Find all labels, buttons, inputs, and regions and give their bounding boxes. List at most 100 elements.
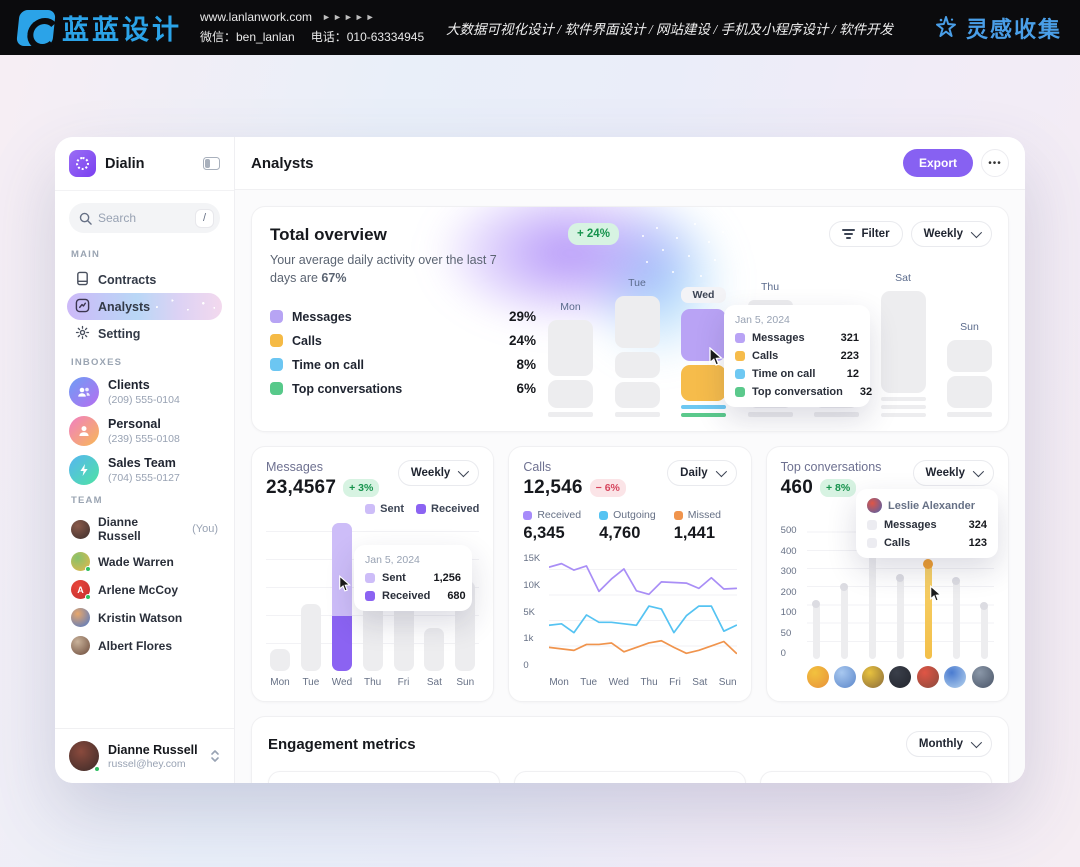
messages-period-dropdown[interactable]: Weekly xyxy=(397,460,480,486)
y-axis-tick: 400 xyxy=(780,545,797,557)
line-series-received xyxy=(549,564,736,595)
promo-banner: 蓝蓝设计 www.lanlanwork.com ►►►►► 微信：ben_lan… xyxy=(0,0,1080,55)
legend-swatch xyxy=(270,334,283,348)
tooltip-row: Top conversation 32 xyxy=(735,386,872,398)
inbox-name: Clients xyxy=(108,378,150,392)
engagement-placeholder-card xyxy=(514,771,746,783)
engagement-metrics-card: Engagement metrics Monthly xyxy=(251,716,1009,783)
more-options-button[interactable]: ••• xyxy=(981,149,1009,177)
tooltip-row: Time on call 12 xyxy=(735,368,859,380)
overview-tooltip: Jan 5, 2024 Messages 321 Calls 223 Time on c… xyxy=(724,305,872,407)
avatar[interactable] xyxy=(806,666,829,688)
messages-bar-sat[interactable] xyxy=(424,628,445,671)
messages-bar-wed[interactable] xyxy=(331,523,352,671)
overview-block xyxy=(614,352,660,378)
legend-label: Received xyxy=(431,503,480,515)
conversation-bar-7[interactable] xyxy=(980,602,989,659)
overview-day-label: Sun xyxy=(960,321,979,333)
sidebar-item-setting[interactable]: Setting xyxy=(67,320,222,347)
user-profile[interactable]: Dianne Russell russel@hey.com xyxy=(55,728,234,783)
sidebar-item-analysts[interactable]: Analysts xyxy=(67,293,222,320)
conversations-tooltip: Leslie Alexander Messages 324 Calls 123 xyxy=(855,489,998,558)
users-icon xyxy=(69,377,99,407)
sidebar-collapse-icon[interactable] xyxy=(203,157,220,170)
avatar[interactable] xyxy=(916,666,939,688)
filter-button[interactable]: Filter xyxy=(829,221,903,247)
tooltip-label: Messages xyxy=(883,519,937,531)
tooltip-value: 1,256 xyxy=(433,572,461,584)
conversation-bar-2[interactable] xyxy=(840,583,849,659)
team-member-albert-flores[interactable]: Albert Flores xyxy=(71,636,218,655)
search-icon xyxy=(79,212,92,225)
engagement-period-dropdown[interactable]: Monthly xyxy=(905,731,992,757)
legend-label: Sent xyxy=(380,503,405,515)
avatar: A xyxy=(71,580,91,600)
overview-day-label: Thu xyxy=(760,281,780,293)
avatar[interactable] xyxy=(971,666,994,688)
team-member-name: Dianne Russell xyxy=(98,515,141,543)
team-member-kristin-watson[interactable]: Kristin Watson xyxy=(71,608,218,627)
brand-logo-icon xyxy=(16,9,56,46)
messages-bar-tue[interactable] xyxy=(300,604,321,671)
team-member-dianne-russell[interactable]: Dianne Russell (You) xyxy=(71,515,218,543)
stat-label: Received xyxy=(537,509,582,521)
tooltip-swatch xyxy=(365,573,375,583)
team-member-name: Arlene McCoy xyxy=(98,582,179,597)
inbox-phone: (209) 555-0104 xyxy=(108,394,180,406)
overview-legend-row: Calls 24% xyxy=(270,333,536,348)
avatar xyxy=(71,608,90,627)
inbox-item-clients[interactable]: Clients (209) 555-0104 xyxy=(69,377,220,407)
inbox-item-sales-team[interactable]: Sales Team (704) 555-0127 xyxy=(69,455,220,485)
team-member-wade-warren[interactable]: Wade Warren xyxy=(71,552,218,572)
tooltip-swatch xyxy=(735,351,745,361)
overview-block xyxy=(947,340,992,372)
calls-value: 12,546 xyxy=(523,477,583,498)
sidebar-item-contracts[interactable]: Contracts xyxy=(67,266,222,293)
legend-swatch xyxy=(270,358,283,372)
conversation-bar-6[interactable] xyxy=(952,576,961,659)
avatar[interactable] xyxy=(834,666,857,688)
legend-value: 6% xyxy=(516,381,536,397)
calls-period-dropdown[interactable]: Daily xyxy=(667,460,737,486)
bolt-icon xyxy=(69,455,99,485)
tooltip-date: Jan 5, 2024 xyxy=(365,554,420,566)
sidebar: Dialin Search / MAIN Contracts Analysts Se… xyxy=(55,137,235,783)
overview-block xyxy=(947,412,992,417)
team-member-arlene-mccoy[interactable]: A Arlene McCoy xyxy=(71,580,218,600)
chevron-updown-icon[interactable] xyxy=(210,749,220,763)
export-button[interactable]: Export xyxy=(902,149,973,177)
overview-block xyxy=(747,412,793,417)
conversation-bar-5[interactable] xyxy=(923,558,934,659)
inbox-phone: (239) 555-0108 xyxy=(108,433,180,445)
search-input[interactable]: Search / xyxy=(69,203,220,233)
team-member-suffix: (You) xyxy=(192,523,218,535)
x-axis-label: Mon xyxy=(549,677,569,688)
x-axis-label: Sun xyxy=(456,677,475,688)
collect-logo: 灵感收集 xyxy=(933,12,1062,44)
tooltip-value: 32 xyxy=(859,386,873,398)
avatar[interactable] xyxy=(861,666,884,688)
tooltip-label: Received xyxy=(382,590,431,602)
messages-bar-mon[interactable] xyxy=(270,648,290,671)
avatar[interactable] xyxy=(889,666,912,688)
x-axis-label: Thu xyxy=(364,677,382,688)
inbox-item-personal[interactable]: Personal (239) 555-0108 xyxy=(69,416,220,446)
sidebar-item-label: Setting xyxy=(98,326,141,341)
overview-block xyxy=(814,412,859,417)
overview-period-dropdown[interactable]: Weekly xyxy=(910,221,992,247)
contracts-icon xyxy=(75,271,90,289)
inbox-phone: (704) 555-0127 xyxy=(108,472,180,484)
messages-card: Messages 23,4567 + 3% Weekly Sent Receive… xyxy=(251,446,495,702)
conversations-period-dropdown[interactable]: Weekly xyxy=(912,460,994,486)
brand-name: 蓝蓝设计 xyxy=(62,15,182,45)
messages-bar-chart: Jan 5, 2024 Sent 1,256 Received 680 xyxy=(266,523,480,671)
avatar[interactable] xyxy=(944,666,967,688)
conversation-bar-4[interactable] xyxy=(896,574,905,659)
inbox-name: Sales Team xyxy=(108,456,176,470)
x-axis-label: Fri xyxy=(669,677,681,688)
tooltip-swatch xyxy=(365,591,375,601)
analysts-icon xyxy=(75,298,90,316)
overview-column-sat: Sat xyxy=(880,272,926,417)
overview-growth-badge: + 24% xyxy=(568,223,619,245)
conversation-bar-1[interactable] xyxy=(812,600,821,659)
